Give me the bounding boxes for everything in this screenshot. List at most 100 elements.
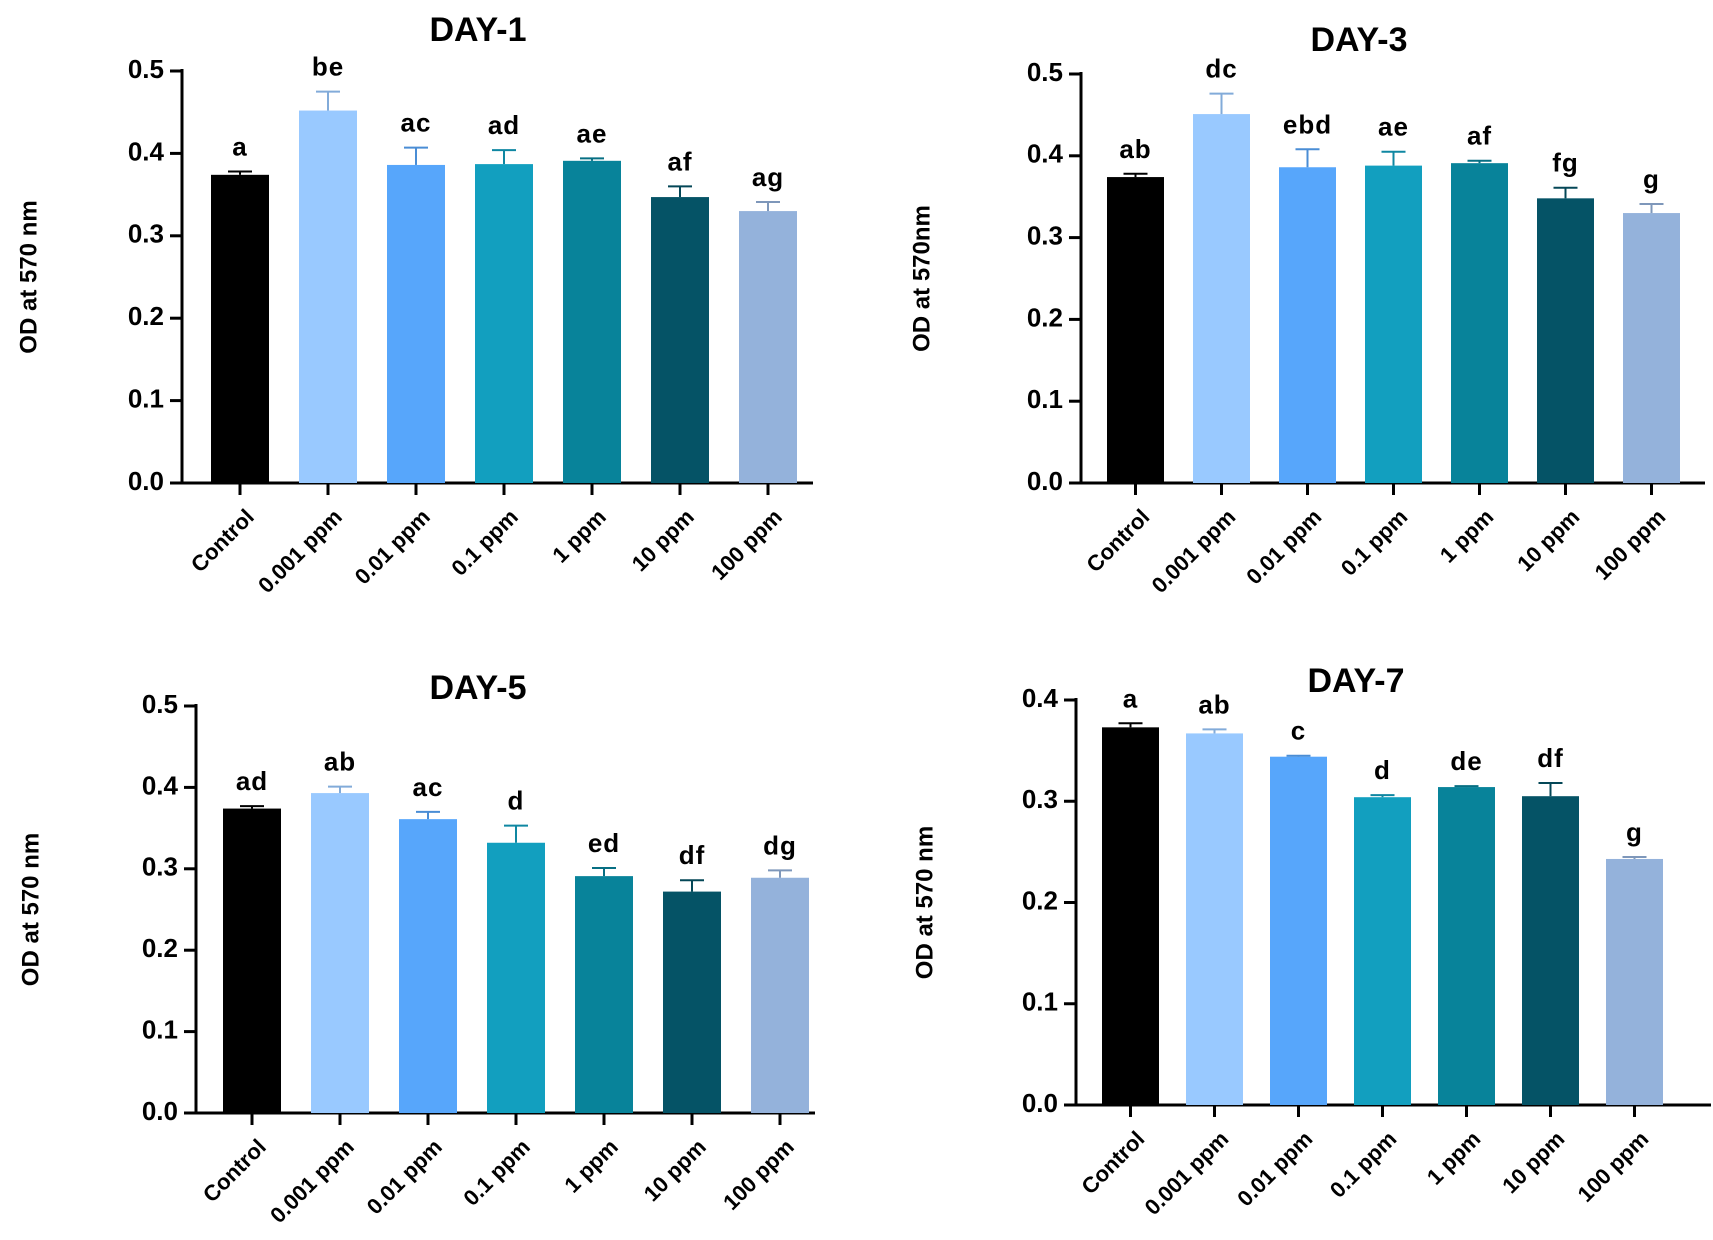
bar-100-ppm [751,877,809,1113]
error-bar [228,170,252,175]
x-tick-label: 0.01 ppm [350,504,435,589]
significance-label: ae [1378,112,1409,142]
x-tick-label: 0.1 ppm [1325,1126,1401,1202]
y-tick-label: 0.4 [128,136,165,166]
y-tick-label: 0.0 [1027,466,1063,496]
chart-title: DAY-3 [1310,21,1407,59]
x-tick-label: 0.01 ppm [1232,1126,1317,1211]
chart-title: DAY-5 [429,669,526,707]
x-tick-label: 0.1 ppm [458,1134,534,1210]
y-tick-label: 0.4 [1027,139,1064,169]
y-tick-label: 0.1 [1027,384,1063,414]
y-tick-label: 0.5 [128,54,164,84]
significance-label: ed [588,828,620,858]
error-bar [1202,728,1227,734]
bar-control [211,174,269,483]
error-bar [768,869,792,878]
y-tick-label: 0.5 [142,689,178,719]
bar-10-ppm [1522,796,1579,1105]
bar-0-1-ppm [487,842,545,1113]
x-tick-label: 1 ppm [1435,504,1498,567]
bar-control [1107,177,1164,483]
x-tick-label: 0.01 ppm [362,1134,447,1219]
x-tick-label: 0.1 ppm [446,504,522,580]
significance-label: a [232,132,247,162]
significance-label: ae [577,118,608,148]
significance-label: dg [763,830,797,860]
bar-100-ppm [1606,858,1663,1105]
y-tick-label: 0.3 [128,219,164,249]
significance-label: ag [752,162,784,192]
error-bar [316,90,340,111]
y-tick-label: 0.2 [1027,302,1063,332]
significance-label: af [667,146,692,176]
y-tick-label: 0.3 [1022,784,1058,814]
error-bar [1553,186,1578,199]
bar-0-001-ppm [1193,114,1250,483]
significance-label: ad [236,766,268,796]
bar-10-ppm [651,197,709,483]
error-bar [1622,855,1647,859]
error-bar [504,824,528,843]
significance-label: de [1450,746,1482,776]
significance-label: ac [401,108,432,138]
chart-panel-2: DAY-3 OD at 570nm 0.0 0.1 0.2 0.3 0.4 0.5 ab Cont… [908,21,1705,598]
y-tick-label: 0.3 [142,852,178,882]
error-bar [240,805,264,809]
error-bar [1209,92,1234,115]
y-axis-label: OD at 570 nm [17,833,44,986]
significance-label: be [312,52,344,82]
chart-title: DAY-7 [1307,662,1404,700]
x-tick-label: Control [1076,1126,1149,1199]
x-tick-label: 1 ppm [547,504,610,567]
y-tick-label: 0.5 [1027,57,1063,87]
error-bar [1118,722,1143,728]
error-bar [492,149,516,165]
bar-control [1102,727,1159,1105]
chart-panel-3: DAY-5 OD at 570 nm 0.0 0.1 0.2 0.3 0.4 0.5 ad Con… [17,669,815,1228]
error-bar [1381,150,1406,166]
bar-1-ppm [1438,787,1495,1105]
significance-label: g [1643,164,1660,194]
error-bar [1454,785,1479,788]
y-tick-label: 0.1 [1022,987,1058,1017]
significance-label: ebd [1283,109,1332,139]
error-bar [328,785,352,794]
error-bar [580,157,604,161]
error-bar [1538,782,1563,797]
x-tick-label: 0.01 ppm [1241,504,1326,589]
significance-label: c [1291,716,1306,746]
error-bar [1295,148,1320,168]
error-bar [668,185,692,198]
significance-label: df [1537,743,1564,773]
y-axis-label: OD at 570nm [908,205,935,352]
x-tick-label: 0.001 ppm [1140,1126,1234,1220]
bar-1-ppm [563,160,621,484]
y-tick-label: 0.4 [142,770,179,800]
error-bar [404,146,428,165]
error-bar [1467,159,1492,164]
error-bar [1286,754,1311,757]
y-tick-label: 0.0 [128,466,164,496]
y-tick-label: 0.2 [142,933,178,963]
x-tick-label: 10 ppm [1512,504,1584,576]
bar-control [223,808,281,1113]
bar-1-ppm [575,876,633,1113]
error-bar [680,879,704,892]
y-tick-label: 0.4 [1022,683,1059,713]
significance-label: ad [488,110,520,140]
chart-title: DAY-1 [429,11,526,49]
bar-0-1-ppm [1365,165,1422,483]
x-tick-label: 0.1 ppm [1336,504,1412,580]
y-tick-label: 0.3 [1027,220,1063,250]
x-tick-label: 0.001 ppm [265,1134,359,1228]
y-tick-label: 0.1 [142,1014,178,1044]
error-bar [1123,172,1148,178]
x-tick-label: 100 ppm [718,1134,799,1215]
chart-panel-4: DAY-7 OD at 570 nm 0.0 0.1 0.2 0.3 0.4 a Control… [911,662,1711,1220]
significance-label: a [1123,683,1138,713]
error-bar [1370,794,1395,798]
significance-label: d [508,786,525,816]
